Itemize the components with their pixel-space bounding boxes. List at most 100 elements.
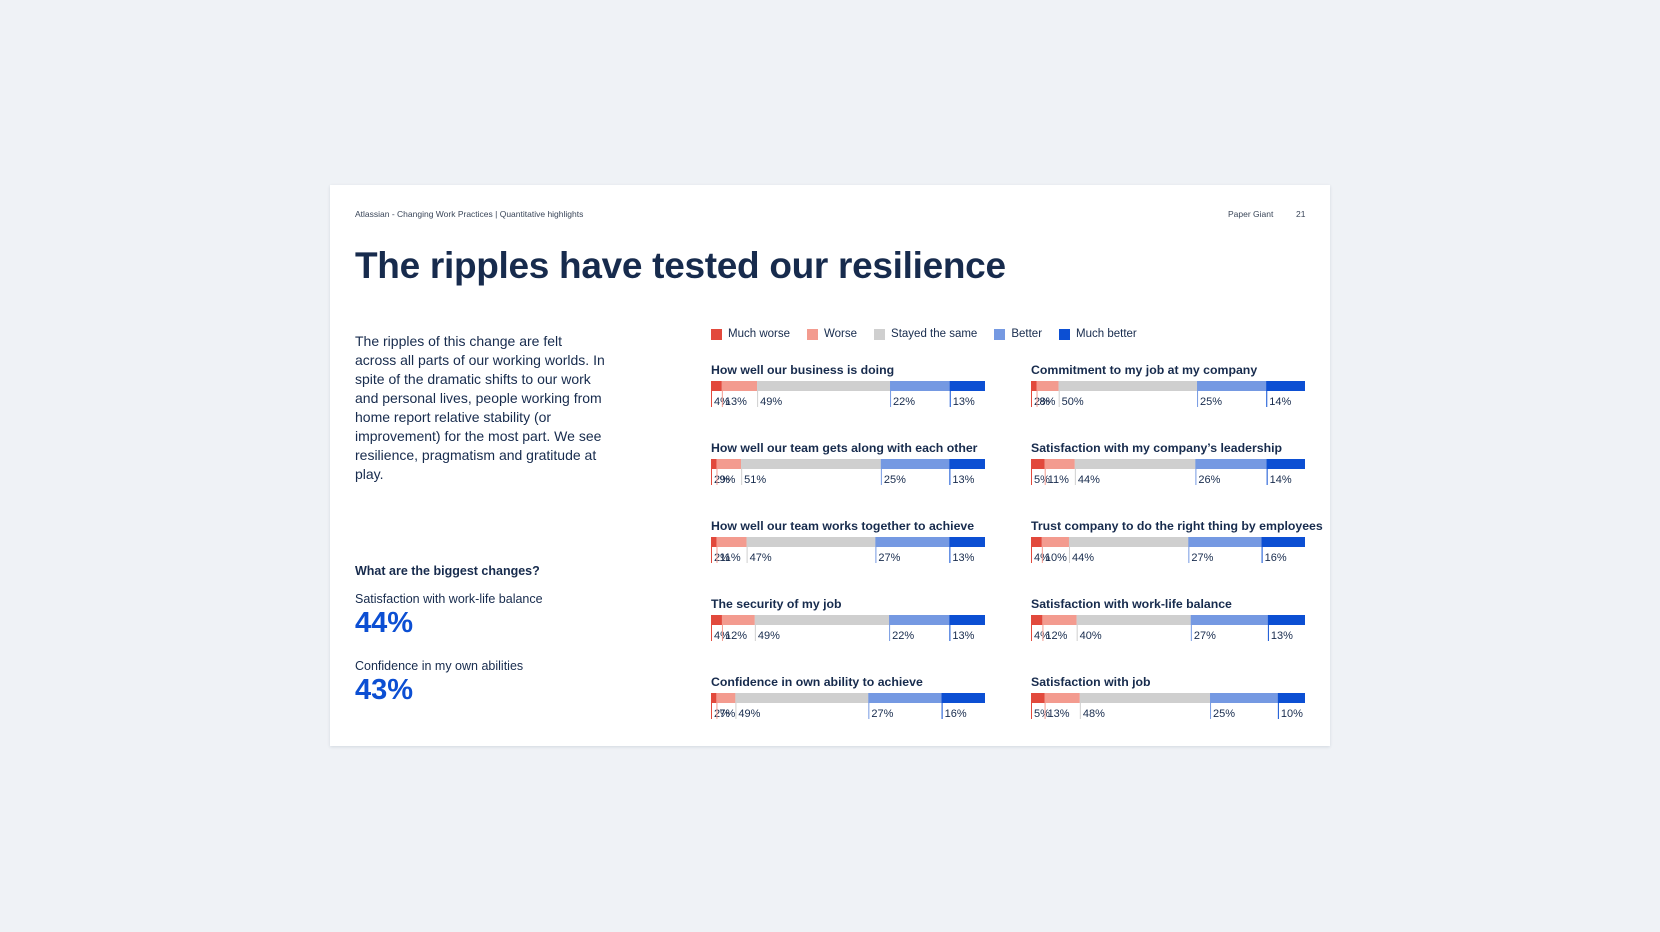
data-label-same: 50% [1062,396,1084,408]
data-label-much-worse: 2% [1034,396,1050,408]
data-label-worse: 12% [1045,630,1067,642]
bar-segment-much-better [949,615,985,625]
stat-label-abilities: Confidence in my own abilities [355,659,524,673]
data-label-better: 22% [893,396,915,408]
legend-swatch-much-better [1059,328,1071,340]
data-label-same: 49% [760,396,782,408]
data-label-same: 44% [1072,552,1094,564]
bar-segment-same [1074,459,1196,469]
bar-segment-much-worse [1031,615,1043,625]
data-label-same: 48% [1083,708,1105,720]
bar-segment-much-better [1266,381,1305,391]
data-label-much-better: 14% [1270,474,1292,486]
chart-title: The security of my job [711,597,842,611]
data-label-much-worse: 4% [1034,630,1050,642]
bar-segment-much-better [1266,459,1305,469]
bar-segment-much-worse [711,537,717,547]
data-label-much-worse: 2% [714,474,730,486]
data-label-better: 25% [884,474,906,486]
chart-title: How well our team gets along with each o… [711,441,978,455]
data-label-same: 44% [1078,474,1100,486]
chart-5: How well our team works together to achi… [711,519,985,564]
bar-segment-worse [1044,693,1080,703]
bar-segment-much-better [949,381,985,391]
chart-title: Trust company to do the right thing by e… [1031,519,1323,533]
stat-value-abilities: 43% [355,674,414,706]
data-label-worse: 7% [719,708,735,720]
chart-6: Trust company to do the right thing by e… [1031,519,1323,564]
chart-2: Commitment to my job at my company 2%8% 50… [1031,363,1305,408]
data-label-better: 25% [1200,396,1222,408]
bar-segment-worse [716,693,736,703]
data-label-same: 49% [738,708,760,720]
legend-label-same: Stayed the same [891,328,978,340]
bar-segment-same [1068,537,1189,547]
data-label-worse: 11% [719,552,740,564]
chart-legend: Much worse Worse Stayed the same Better … [711,328,1154,340]
chart-3: How well our team gets along with each o… [711,441,985,486]
legend-label-much-worse: Much worse [728,328,790,340]
data-label-better: 27% [1191,552,1213,564]
chart-9: Confidence in own ability to achieve 2%7%… [711,675,985,720]
chart-10: Satisfaction with job 5%13% 48% 25% 10% [1031,675,1305,720]
report-slide: Atlassian - Changing Work Practices | Qu… [330,185,1330,746]
page-number: 21 [1296,209,1306,219]
data-label-better: 25% [1213,708,1235,720]
bar-segment-much-worse [711,615,722,625]
data-label-worse: 10% [1045,552,1067,564]
report-breadcrumb: Atlassian - Changing Work Practices | Qu… [355,209,584,219]
bar-segment-much-worse [1031,537,1042,547]
page-title: The ripples have tested our resilience [355,245,1006,286]
data-label-worse: 8% [1040,396,1056,408]
bar-segment-worse [1044,459,1075,469]
bar-segment-same [1076,615,1191,625]
data-label-same: 47% [750,552,772,564]
bar-segment-much-worse [1031,381,1037,391]
bar-segment-much-better [949,459,985,469]
chart-8: Satisfaction with work-life balance 4%12%… [1031,597,1305,642]
bar-segment-worse [1036,381,1059,391]
data-label-much-worse: 2% [714,552,730,564]
data-label-better: 26% [1198,474,1220,486]
data-label-much-better: 13% [952,552,974,564]
bar-segment-much-better [1261,537,1305,547]
bar-segment-better [1210,693,1278,703]
bar-segment-same [1058,381,1198,391]
bar-segment-better [875,537,950,547]
bar-segment-better [1190,615,1268,625]
data-label-much-better: 14% [1269,396,1291,408]
chart-title: Satisfaction with job [1031,675,1151,689]
legend-label-much-better: Much better [1076,328,1137,340]
legend-label-worse: Worse [824,328,858,340]
chart-title: Commitment to my job at my company [1031,363,1257,377]
bar-segment-worse [1042,615,1077,625]
bar-segment-better [1188,537,1262,547]
legend-item-better: Better [994,328,1042,340]
data-label-much-worse: 5% [1034,708,1050,720]
data-label-better: 27% [878,552,900,564]
bar-segment-better [880,459,950,469]
bar-segment-better [868,693,942,703]
data-label-much-better: 13% [952,630,974,642]
data-label-worse: 13% [1048,708,1070,720]
legend-item-worse: Worse [807,328,857,340]
bar-segment-same [1079,693,1211,703]
stat-value-work-life: 44% [355,607,414,639]
chart-title: How well our team works together to achi… [711,519,974,533]
data-label-much-better: 13% [953,396,975,408]
bar-segment-much-better [1277,693,1305,703]
bar-segment-worse [721,615,755,625]
stacked-bar-charts: How well our business is doing 4% 13% 49% 22… [711,363,1323,720]
bar-segment-same [746,537,876,547]
data-label-much-better: 16% [945,708,967,720]
chart-1: How well our business is doing4%13%49%22… [711,363,985,408]
bar-segment-better [1195,459,1267,469]
bar-segment-better [1197,381,1267,391]
bar-segment-same [741,459,881,469]
data-label-much-worse: 2% [714,708,730,720]
chart-title: How well our business is doing [711,363,894,377]
bar-segment-much-better [1267,615,1305,625]
data-label-better: 22% [892,630,914,642]
data-label-worse: 11% [1048,474,1069,486]
